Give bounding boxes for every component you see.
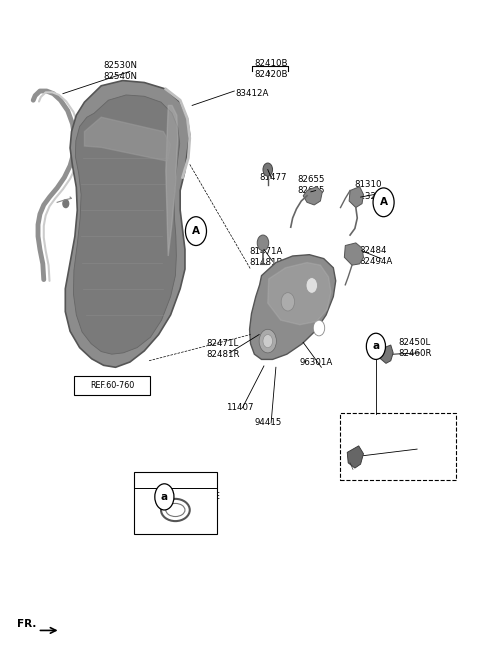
FancyBboxPatch shape — [339, 413, 456, 480]
Text: (SAFETY): (SAFETY) — [345, 426, 384, 436]
Polygon shape — [268, 262, 331, 325]
Text: 82655
82665: 82655 82665 — [298, 175, 325, 195]
Text: 94415: 94415 — [254, 419, 282, 428]
Circle shape — [366, 333, 385, 359]
Text: 82484
82494A: 82484 82494A — [360, 246, 393, 266]
Polygon shape — [84, 117, 170, 161]
Circle shape — [155, 483, 174, 510]
Text: a: a — [372, 341, 380, 352]
Text: 81477: 81477 — [259, 173, 287, 182]
Text: 81310
81320: 81310 81320 — [354, 180, 382, 201]
Text: A: A — [380, 197, 387, 207]
Text: 96301A: 96301A — [300, 358, 333, 367]
Text: A: A — [192, 226, 200, 236]
FancyBboxPatch shape — [74, 377, 150, 395]
Polygon shape — [349, 186, 363, 207]
Text: 82450L
82460R: 82450L 82460R — [403, 436, 436, 456]
Circle shape — [63, 199, 69, 207]
Polygon shape — [344, 243, 363, 265]
FancyBboxPatch shape — [134, 472, 217, 533]
Circle shape — [185, 216, 206, 245]
Polygon shape — [81, 107, 170, 220]
Polygon shape — [347, 446, 363, 468]
Circle shape — [306, 277, 318, 293]
Circle shape — [373, 188, 394, 216]
Polygon shape — [65, 81, 190, 367]
Text: 81471A
81481B: 81471A 81481B — [250, 247, 283, 268]
Circle shape — [263, 335, 273, 348]
Circle shape — [257, 235, 269, 251]
Polygon shape — [250, 255, 336, 359]
Text: 82530N
82540N: 82530N 82540N — [104, 62, 138, 81]
Polygon shape — [303, 186, 323, 205]
Text: 82450L
82460R: 82450L 82460R — [398, 338, 432, 358]
Polygon shape — [73, 95, 180, 354]
Text: 82471L
82481R: 82471L 82481R — [206, 339, 240, 359]
Text: FR.: FR. — [17, 619, 37, 629]
Text: 82410B
82420B: 82410B 82420B — [254, 59, 288, 79]
Circle shape — [313, 320, 324, 336]
Circle shape — [281, 293, 295, 311]
Polygon shape — [166, 106, 178, 256]
Text: 11407: 11407 — [226, 403, 253, 413]
Text: a: a — [161, 492, 168, 502]
Polygon shape — [380, 345, 393, 363]
Text: 1731JE: 1731JE — [190, 493, 220, 501]
Circle shape — [263, 163, 273, 176]
Circle shape — [259, 329, 276, 353]
Text: REF.60-760: REF.60-760 — [90, 381, 134, 390]
Text: 83412A: 83412A — [235, 89, 269, 98]
